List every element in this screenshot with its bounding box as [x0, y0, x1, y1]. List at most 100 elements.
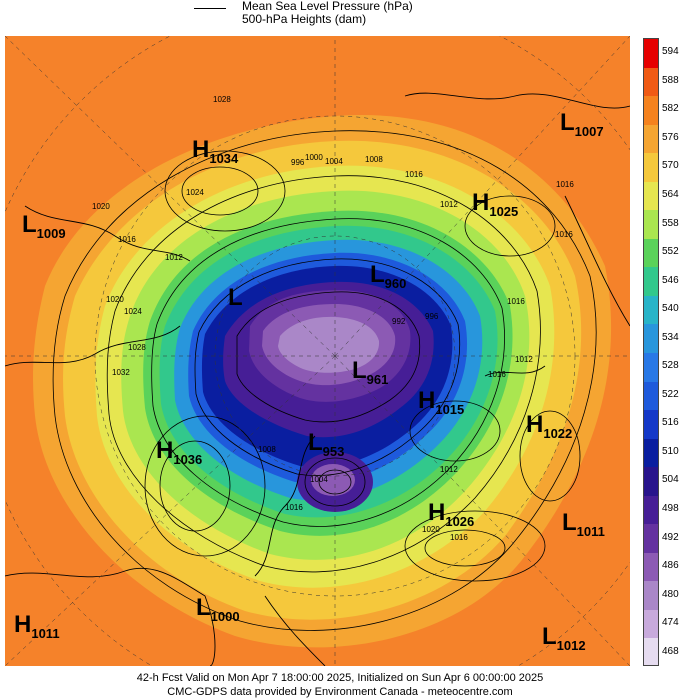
isobar-value-label: 1008 — [365, 155, 383, 164]
isobar-value-label: 1024 — [186, 188, 204, 197]
center-pressure-value: 1011 — [31, 626, 59, 641]
isobar-value-label: 1000 — [305, 153, 323, 162]
isobar-value-label: 1020 — [92, 202, 110, 211]
center-type-letter: L — [228, 284, 243, 311]
center-type-letter: H — [14, 611, 31, 638]
colorbar-segment — [644, 295, 658, 325]
high-pressure-center: H1026 — [428, 499, 474, 529]
height-colorbar — [643, 38, 659, 666]
colorbar-segment — [644, 267, 658, 297]
colorbar-tick-label: 540 — [662, 303, 679, 315]
isobars — [52, 130, 597, 631]
center-type-letter: L — [562, 509, 577, 536]
center-pressure-value: 1022 — [543, 426, 572, 441]
colorbar-tick-label: 576 — [662, 131, 679, 143]
colorbar-segment — [644, 96, 658, 126]
colorbar-tick-label: 528 — [662, 360, 679, 372]
isobar-value-label: 1016 — [488, 370, 506, 379]
isobar-value-label: 1032 — [112, 368, 130, 377]
map-legend: Mean Sea Level Pressure (hPa) 500-hPa He… — [190, 0, 490, 30]
isobar-value-label: 1004 — [325, 157, 343, 166]
center-type-letter: L — [22, 211, 37, 238]
low-pressure-center: L961 — [352, 357, 388, 387]
center-type-letter: H — [428, 499, 445, 526]
colorbar-tick-label: 492 — [662, 531, 679, 543]
center-type-letter: H — [156, 437, 173, 464]
colorbar-segment — [644, 181, 658, 211]
high-pressure-center: H1025 — [472, 189, 518, 219]
colorbar-tick-label: 510 — [662, 445, 679, 457]
center-type-letter: L — [352, 357, 367, 384]
colorbar-segment — [644, 438, 658, 468]
isobar-value-label: 1016 — [556, 180, 574, 189]
colorbar-tick-label: 534 — [662, 331, 679, 343]
low-pressure-center: L — [228, 284, 243, 311]
isobar-value-label: 1016 — [555, 230, 573, 239]
forecast-validity-text: 42-h Fcst Valid on Mon Apr 7 18:00:00 20… — [136, 672, 544, 684]
isobar-value-label: 1020 — [422, 525, 440, 534]
colorbar-segment — [644, 524, 658, 554]
low-pressure-center: L1011 — [562, 509, 605, 539]
isobar-value-label: 1016 — [450, 533, 468, 542]
colorbar-segment — [644, 67, 658, 97]
isobar-value-label: 1024 — [124, 307, 142, 316]
colorbar-segment — [644, 353, 658, 383]
colorbar-tick-label: 564 — [662, 189, 679, 200]
colorbar-tick-label: 552 — [662, 246, 679, 258]
colorbar-tick-label: 558 — [662, 217, 679, 229]
low-pressure-center: L1000 — [196, 594, 240, 624]
colorbar-segment — [644, 609, 658, 639]
colorbar-segment — [644, 638, 658, 665]
center-pressure-value: 953 — [323, 444, 345, 459]
legend-heights-label: 500-hPa Heights (dam) — [242, 12, 367, 26]
colorbar-segment — [644, 210, 658, 240]
isobar-legend-line — [194, 8, 226, 9]
isobar-value-label: 1028 — [213, 95, 231, 104]
lat-lon-grid — [5, 36, 630, 666]
colorbar-tick-label: 582 — [662, 103, 679, 115]
center-type-letter: L — [560, 109, 575, 136]
center-pressure-value: 1011 — [577, 524, 605, 539]
pressure-centers: H1034L1009H1025L1007L960L961H1015H1022H1… — [14, 109, 605, 653]
colorbar-tick-label: 480 — [662, 588, 679, 600]
center-type-letter: L — [308, 429, 323, 456]
isobar-value-label: 1016 — [118, 235, 136, 244]
center-pressure-value: 1036 — [173, 452, 202, 467]
center-pressure-value: 1000 — [211, 609, 240, 624]
colorbar-segment — [644, 410, 658, 440]
low-pressure-center: L960 — [370, 261, 406, 291]
high-pressure-center: H1015 — [418, 387, 464, 417]
center-type-letter: H — [472, 189, 489, 216]
center-type-letter: H — [418, 387, 435, 414]
center-pressure-value: 1025 — [489, 204, 518, 219]
isobar-labels: 1016102810241020101610121000996100410081… — [92, 95, 574, 542]
colorbar-tick-label: 522 — [662, 388, 679, 400]
colorbar-tick-label: 498 — [662, 503, 679, 514]
center-pressure-value: 1007 — [575, 124, 604, 139]
center-type-letter: L — [370, 261, 385, 288]
center-pressure-value: 1009 — [37, 226, 66, 241]
colorbar-segment — [644, 581, 658, 611]
isobar-value-label: 1016 — [285, 503, 303, 512]
high-pressure-center: H1022 — [526, 411, 572, 441]
isobar-value-label: 1012 — [440, 200, 458, 209]
colorbar-tick-label: 474 — [662, 617, 679, 629]
colorbar-segment — [644, 467, 658, 497]
isobar-value-label: 1016 — [507, 297, 525, 306]
isobar-value-label: 1012 — [440, 465, 458, 474]
colorbar-tick-label: 594 — [662, 46, 679, 58]
center-pressure-value: 1034 — [209, 151, 239, 166]
isobar-value-label: 1012 — [165, 253, 183, 262]
high-pressure-center: H1011 — [14, 611, 60, 641]
height-field — [33, 115, 612, 648]
high-pressure-center: H1034 — [192, 136, 239, 166]
center-type-letter: H — [192, 136, 209, 163]
center-type-letter: L — [542, 623, 557, 650]
isobar-value-label: 1008 — [258, 445, 276, 454]
colorbar-tick-label: 504 — [662, 474, 679, 486]
colorbar-segment — [644, 552, 658, 582]
low-pressure-center: L1012 — [542, 623, 586, 653]
colorbar-segment — [644, 238, 658, 268]
isobar-value-label: 1012 — [515, 355, 533, 364]
low-pressure-center: L1007 — [560, 109, 604, 139]
